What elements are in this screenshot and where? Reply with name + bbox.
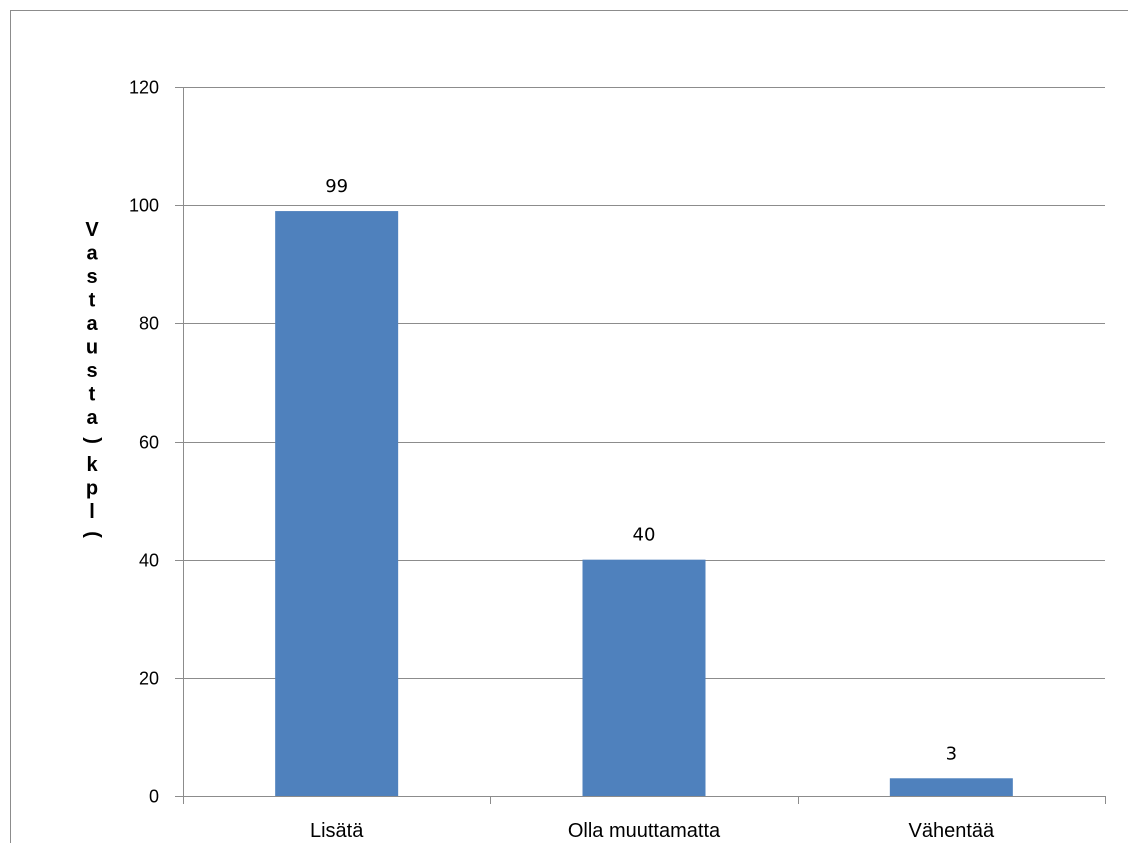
chart-area xyxy=(10,10,1128,843)
ylabel-char: l xyxy=(89,501,95,523)
axes xyxy=(175,87,1106,804)
ylabel-char: k xyxy=(86,454,98,476)
y-tick-label-40: 40 xyxy=(139,551,159,571)
ylabel-char: ) xyxy=(81,531,103,538)
bar-2 xyxy=(582,559,706,796)
y-tick-label-120: 120 xyxy=(129,78,159,98)
y-tick-label-20: 20 xyxy=(139,669,159,689)
category-label-2: Olla muuttamatta xyxy=(568,820,721,842)
ylabel-char: t xyxy=(89,290,96,312)
data-label-3: 3 xyxy=(946,743,957,764)
data-label-1: 99 xyxy=(325,176,348,197)
labels: 0 20 40 60 80 100 120 99 Lisätä 40 Olla muuttamatt… xyxy=(129,78,995,843)
y-tick-label-0: 0 xyxy=(149,787,159,807)
y-tick-label-80: 80 xyxy=(139,314,159,334)
ylabel-char: p xyxy=(86,478,98,500)
y-tick-label-100: 100 xyxy=(129,196,159,216)
ylabel-char: V xyxy=(85,219,99,241)
ylabel-char: t xyxy=(89,384,96,406)
ylabel-char: u xyxy=(86,337,98,359)
ylabel-char: a xyxy=(86,407,98,429)
category-label-1: Lisätä xyxy=(310,820,364,842)
ylabel-char: a xyxy=(86,313,98,335)
ylabel-char: s xyxy=(86,360,97,382)
data-label-2: 40 xyxy=(633,525,656,546)
bars xyxy=(275,211,1013,796)
ylabel-char: a xyxy=(86,243,98,265)
bar-3 xyxy=(889,778,1013,796)
ylabel-char: s xyxy=(86,266,97,288)
bar-1 xyxy=(275,211,399,796)
ylabel-char: ( xyxy=(81,437,103,444)
y-tick-label-60: 60 xyxy=(139,433,159,453)
category-label-3: Vähentää xyxy=(909,820,996,842)
